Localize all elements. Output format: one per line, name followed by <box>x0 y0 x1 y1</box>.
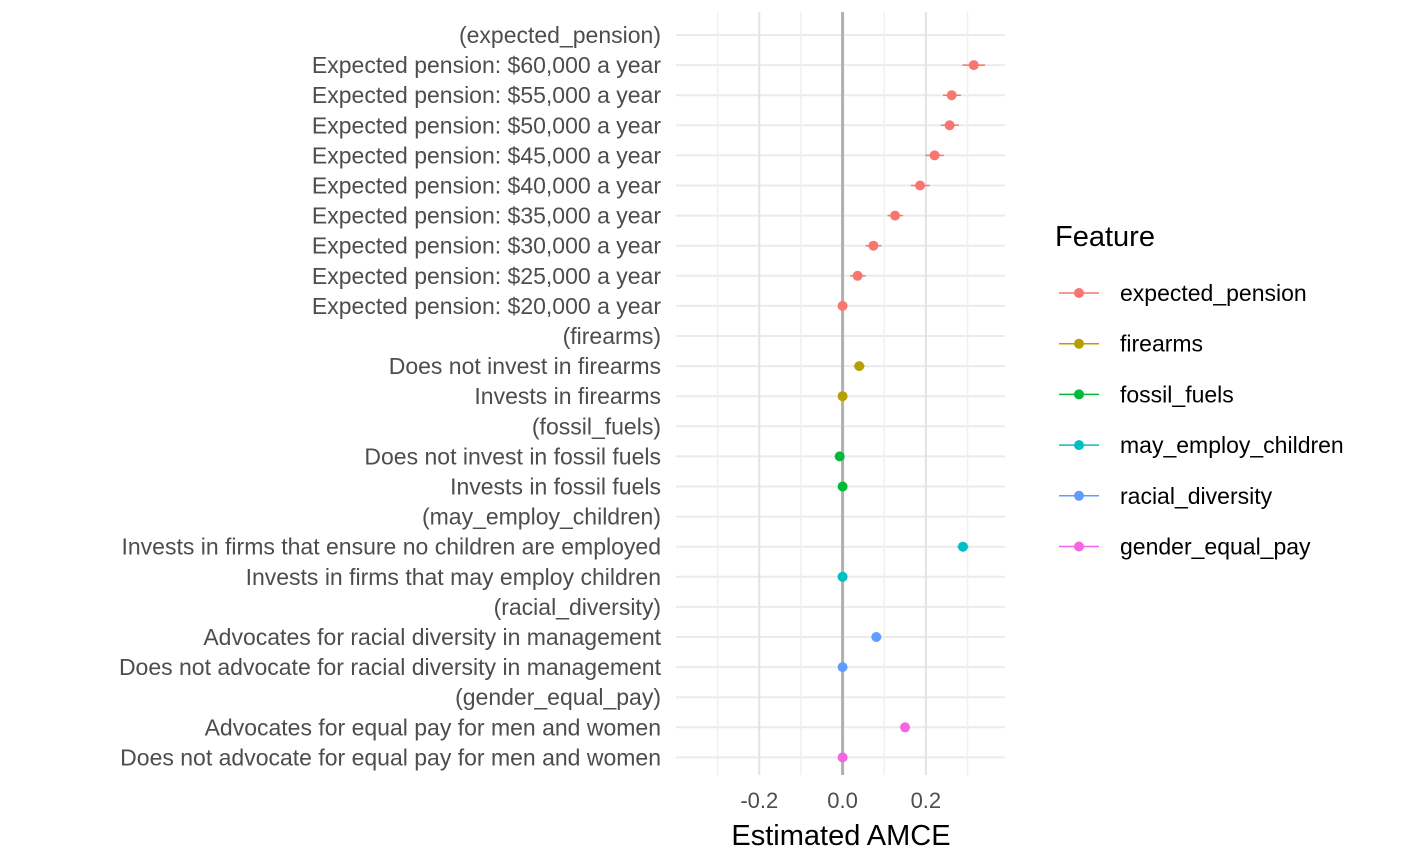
y-tick-label: (gender_equal_pay) <box>455 684 661 710</box>
y-tick-label: Expected pension: $40,000 a year <box>312 173 661 199</box>
legend-label: fossil_fuels <box>1120 381 1234 407</box>
y-tick-label: Does not advocate for racial diversity i… <box>119 654 662 680</box>
legend-label: firearms <box>1120 331 1203 357</box>
y-tick-label: Expected pension: $50,000 a year <box>312 112 661 138</box>
y-tick-label: Invests in firms that may employ childre… <box>246 564 661 590</box>
y-tick-label: Expected pension: $55,000 a year <box>312 82 661 108</box>
y-tick-label: (may_employ_children) <box>422 504 661 530</box>
x-tick-label: 0.2 <box>911 788 942 813</box>
y-tick-label: Invests in fossil fuels <box>450 474 661 500</box>
estimate-point <box>854 361 865 372</box>
estimate-point <box>837 300 848 311</box>
y-tick-label: Expected pension: $25,000 a year <box>312 263 661 289</box>
estimate-points <box>834 60 986 763</box>
estimate-point <box>890 210 901 221</box>
legend-key-point <box>1074 440 1084 451</box>
legend: Feature expected_pension firearms fossil_f… <box>1055 221 1344 560</box>
y-tick-label: Does not invest in fossil fuels <box>364 443 661 469</box>
legend-key-point <box>1074 338 1084 349</box>
y-tick-label: (expected_pension) <box>459 22 661 48</box>
legend-key-point <box>1074 490 1084 501</box>
estimate-point <box>929 150 940 161</box>
x-tick-label: -0.2 <box>740 788 778 813</box>
y-tick-label: Invests in firms that ensure no children… <box>122 534 662 560</box>
estimate-point <box>837 571 848 582</box>
legend-item-may_employ_children: may_employ_children <box>1059 432 1344 458</box>
legend-key-point <box>1074 541 1084 552</box>
legend-key-point <box>1074 288 1084 298</box>
estimate-point <box>837 752 848 763</box>
legend-key-point <box>1074 389 1084 400</box>
y-tick-label: Expected pension: $60,000 a year <box>312 52 661 78</box>
y-tick-label: Advocates for equal pay for men and wome… <box>205 714 661 740</box>
x-tick-label: 0.0 <box>827 788 858 813</box>
y-tick-label: Advocates for racial diversity in manage… <box>203 624 661 650</box>
legend-items: expected_pension firearms fossil_fuels may_… <box>1059 280 1344 560</box>
y-tick-label: Expected pension: $45,000 a year <box>312 142 661 168</box>
x-axis-title: Estimated AMCE <box>731 820 950 852</box>
estimate-point <box>871 632 882 642</box>
y-tick-label: Expected pension: $35,000 a year <box>312 203 661 229</box>
estimate-point <box>837 481 848 492</box>
estimate-point <box>946 90 957 101</box>
legend-label: racial_diversity <box>1120 483 1273 509</box>
estimate-point <box>915 180 926 191</box>
estimate-point <box>852 270 863 281</box>
estimate-point <box>834 451 845 462</box>
y-tick-label: (firearms) <box>563 323 661 349</box>
y-tick-label: Invests in firearms <box>474 383 661 409</box>
legend-item-firearms: firearms <box>1059 331 1203 357</box>
y-axis-labels: (expected_pension) Expected pension: $60,… <box>119 22 662 770</box>
y-tick-label: Does not invest in firearms <box>389 353 661 379</box>
estimate-point <box>837 391 848 402</box>
estimate-point <box>868 240 879 251</box>
y-tick-label: (fossil_fuels) <box>532 413 661 439</box>
estimate-point <box>957 541 968 552</box>
y-tick-label: Expected pension: $20,000 a year <box>312 293 661 319</box>
legend-item-fossil_fuels: fossil_fuels <box>1059 381 1234 407</box>
estimate-point <box>968 60 979 71</box>
legend-label: may_employ_children <box>1120 432 1344 458</box>
estimate-point <box>944 120 955 131</box>
y-tick-label: Expected pension: $30,000 a year <box>312 233 661 259</box>
legend-label: expected_pension <box>1120 280 1307 306</box>
y-tick-label: (racial_diversity) <box>494 594 661 620</box>
legend-item-expected_pension: expected_pension <box>1059 280 1307 306</box>
legend-label: gender_equal_pay <box>1120 534 1311 560</box>
y-tick-label: Does not advocate for equal pay for men … <box>120 744 661 770</box>
estimate-point <box>900 722 911 733</box>
legend-item-gender_equal_pay: gender_equal_pay <box>1059 534 1311 560</box>
legend-title: Feature <box>1055 221 1155 253</box>
x-axis-tick-labels: -0.2 0.0 0.2 <box>740 788 941 813</box>
estimate-point <box>837 662 848 673</box>
legend-item-racial_diversity: racial_diversity <box>1059 483 1273 509</box>
